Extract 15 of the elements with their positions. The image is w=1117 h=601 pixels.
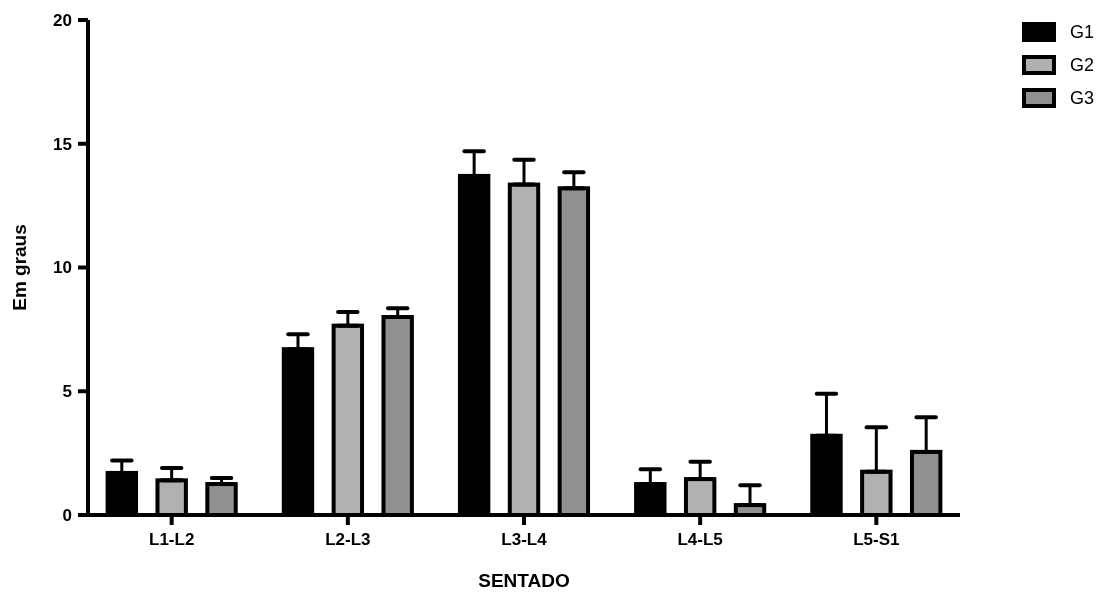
- y-tick-label: 20: [53, 10, 72, 30]
- y-tick-label: 0: [62, 505, 72, 525]
- y-tick-label: 15: [53, 134, 72, 154]
- x-axis-title: SENTADO: [478, 570, 570, 591]
- y-tick-label: 5: [62, 382, 72, 402]
- x-tick-label: L3-L4: [501, 530, 548, 549]
- x-tick-label: L5-S1: [853, 530, 900, 549]
- legend-label: G1: [1070, 22, 1095, 43]
- x-tick-label: L1-L2: [149, 530, 195, 549]
- y-axis-title: Em graus: [9, 224, 30, 311]
- legend-label: G2: [1070, 55, 1095, 76]
- legend-label: G3: [1070, 88, 1095, 109]
- x-tick-label: L4-L5: [677, 530, 723, 549]
- y-tick-label: 10: [53, 258, 72, 278]
- x-tick-label: L2-L3: [325, 530, 371, 549]
